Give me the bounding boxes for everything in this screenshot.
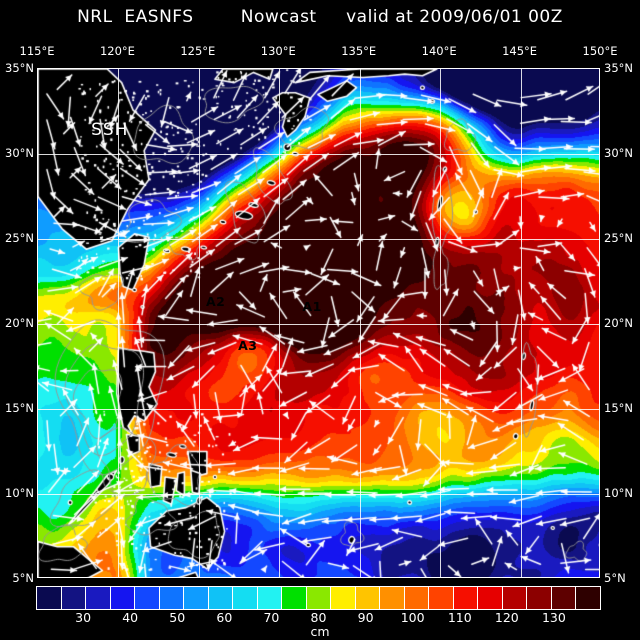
lat-tick-right-15: 15°N [604,401,633,415]
colorbar-swatch-18 [478,587,503,609]
lat-tick-left-20: 20°N [5,316,34,330]
colorbar-swatch-2 [86,587,111,609]
latitude-axis-left: 35°N 30°N 25°N 20°N 15°N 10°N 5°N [0,0,36,640]
colorbar-swatch-22 [576,587,600,609]
lat-tick-right-35: 35°N [604,61,633,75]
lon-tick-150: 150°E [582,44,618,58]
colorbar-swatch-9 [257,587,283,609]
colorbar-swatch-10 [282,587,307,609]
lon-tick-120: 120°E [99,44,135,58]
colorbar-swatch-19 [502,587,528,609]
latitude-axis-right: 35°N 30°N 25°N 20°N 15°N 10°N 5°N [602,0,638,640]
colorbar-unit-label: cm [310,624,330,639]
lat-tick-right-20: 20°N [604,316,633,330]
colorbar-swatch-6 [184,587,209,609]
ssh-map[interactable]: SSH A1 A2 A3 [37,68,600,578]
colorbar-ticks: 30 40 50 60 70 80 90 100 110 120 130 [0,610,640,626]
colorbar-tick-120: 120 [494,610,519,625]
lat-tick-left-35: 35°N [5,61,34,75]
colorbar-swatch-15 [404,587,430,609]
page-title: NRL EASNFS Nowcast valid at 2009/06/01 0… [0,4,640,30]
eddy-label-a2: A2 [205,293,226,309]
colorbar-swatch-17 [453,587,479,609]
colorbar-swatch-11 [306,587,332,609]
lon-tick-140: 140°E [421,44,457,58]
colorbar-tick-110: 110 [447,610,472,625]
colorbar-swatch-1 [61,587,87,609]
lat-tick-left-5: 5°N [12,571,34,585]
map-label-layer: SSH A1 A2 A3 [38,69,599,577]
lon-tick-125: 125°E [180,44,216,58]
colorbar-swatch-20 [527,587,552,609]
lat-tick-left-15: 15°N [5,401,34,415]
colorbar-swatch-21 [551,587,577,609]
colorbar-swatch-12 [331,587,356,609]
colorbar-tick-100: 100 [400,610,425,625]
lon-tick-135: 135°E [341,44,377,58]
lon-tick-115: 115°E [19,44,55,58]
colorbar-swatch-14 [380,587,405,609]
colorbar-swatch-5 [159,587,185,609]
ssh-variable-label: SSH [91,120,129,140]
lat-tick-left-10: 10°N [5,486,34,500]
lat-tick-left-30: 30°N [5,146,34,160]
colorbar-swatch-3 [110,587,136,609]
longitude-axis-top: 115°E 120°E 125°E 130°E 135°E 140°E 145°E 150°E [0,44,640,58]
title-text: NRL EASNFS Nowcast valid at 2009/06/01 0… [77,7,563,27]
velocity-vectors-canvas [38,69,599,577]
colorbar-tick-50: 50 [169,610,186,625]
colorbar [36,586,601,610]
colorbar-swatch-13 [355,587,381,609]
colorbar-tick-80: 80 [310,610,327,625]
colorbar-swatch-7 [208,587,234,609]
colorbar-swatch-8 [233,587,258,609]
colorbar-tick-130: 130 [541,610,566,625]
colorbar-tick-60: 60 [216,610,233,625]
colorbar-swatch-0 [37,587,62,609]
lat-tick-left-25: 25°N [5,231,34,245]
lat-tick-right-5: 5°N [604,571,626,585]
eddy-label-a1: A1 [302,299,322,314]
colorbar-tick-70: 70 [263,610,280,625]
colorbar-swatch-16 [429,587,454,609]
colorbar-swatch-4 [135,587,160,609]
colorbar-tick-40: 40 [122,610,139,625]
lon-tick-145: 145°E [502,44,538,58]
colorbar-tick-30: 30 [75,610,92,625]
colorbar-tick-90: 90 [357,610,374,625]
lat-tick-right-30: 30°N [604,146,633,160]
lon-tick-130: 130°E [260,44,296,58]
eddy-label-a3: A3 [238,338,258,354]
lat-tick-right-10: 10°N [604,486,633,500]
lat-tick-right-25: 25°N [604,231,633,245]
